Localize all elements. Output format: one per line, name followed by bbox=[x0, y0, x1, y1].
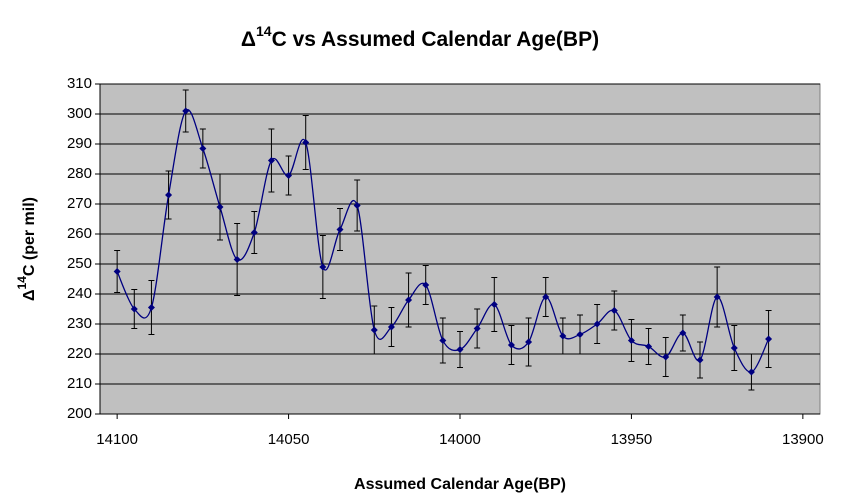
data-point bbox=[216, 203, 224, 211]
y-tick-label: 200 bbox=[67, 405, 92, 422]
y-tick-label: 270 bbox=[67, 195, 92, 212]
data-point bbox=[559, 332, 567, 340]
x-tick-label: 13900 bbox=[782, 431, 824, 448]
x-tick-label: 14100 bbox=[96, 431, 138, 448]
data-point bbox=[370, 326, 378, 334]
y-tick-label: 290 bbox=[67, 135, 92, 152]
data-point bbox=[542, 293, 550, 301]
y-tick-label: 300 bbox=[67, 105, 92, 122]
title-sup: 14 bbox=[256, 23, 272, 39]
data-point bbox=[576, 331, 584, 338]
y-tick-label: 310 bbox=[67, 75, 92, 92]
data-point bbox=[627, 337, 635, 344]
y-tick-label: 260 bbox=[67, 225, 92, 242]
data-point bbox=[233, 256, 241, 263]
y-tick-label: 280 bbox=[67, 165, 92, 182]
data-point bbox=[405, 296, 413, 304]
y-title-part: Δ bbox=[21, 289, 38, 301]
y-tick-label: 240 bbox=[67, 285, 92, 302]
data-point bbox=[713, 293, 721, 301]
y-tick-label: 220 bbox=[67, 345, 92, 362]
data-point bbox=[319, 263, 327, 271]
y-title-sup: 14 bbox=[15, 276, 29, 290]
data-point bbox=[439, 337, 447, 344]
data-point bbox=[182, 107, 190, 115]
data-point bbox=[336, 226, 344, 233]
y-axis-title: Δ14C (per mil) bbox=[15, 197, 38, 301]
data-point bbox=[302, 139, 310, 146]
data-point bbox=[285, 172, 293, 179]
data-point bbox=[730, 344, 738, 352]
data-point bbox=[593, 320, 601, 328]
data-point bbox=[662, 353, 670, 361]
data-point bbox=[147, 304, 155, 311]
data-point bbox=[525, 338, 533, 346]
y-tick-label: 250 bbox=[67, 255, 92, 272]
data-point bbox=[267, 157, 275, 164]
title-part: Δ bbox=[241, 28, 256, 51]
data-point bbox=[422, 281, 430, 289]
title-part: C vs Assumed Calendar Age(BP) bbox=[272, 28, 600, 51]
data-point bbox=[679, 329, 687, 337]
data-point bbox=[747, 368, 755, 376]
data-point bbox=[610, 307, 618, 314]
data-point bbox=[473, 325, 481, 332]
data-point bbox=[645, 343, 653, 350]
data-point bbox=[387, 323, 395, 331]
data-point bbox=[507, 341, 515, 349]
data-point bbox=[199, 145, 207, 152]
data-point bbox=[696, 356, 704, 364]
data-point bbox=[250, 229, 258, 236]
data-point bbox=[765, 335, 773, 343]
x-tick-label: 13950 bbox=[611, 431, 653, 448]
x-axis-title: Assumed Calendar Age(BP) bbox=[354, 476, 566, 493]
y-title-part: C (per mil) bbox=[21, 197, 38, 276]
y-tick-label: 230 bbox=[67, 315, 92, 332]
data-point bbox=[130, 305, 138, 313]
x-tick-label: 14050 bbox=[268, 431, 310, 448]
data-point bbox=[165, 191, 173, 199]
data-point bbox=[113, 268, 121, 275]
chart-title: Δ14C vs Assumed Calendar Age(BP) bbox=[241, 23, 599, 51]
data-point bbox=[353, 202, 361, 209]
y-tick-label: 210 bbox=[67, 375, 92, 392]
data-point bbox=[490, 301, 498, 308]
data-point bbox=[456, 346, 464, 353]
x-tick-label: 14000 bbox=[439, 431, 481, 448]
